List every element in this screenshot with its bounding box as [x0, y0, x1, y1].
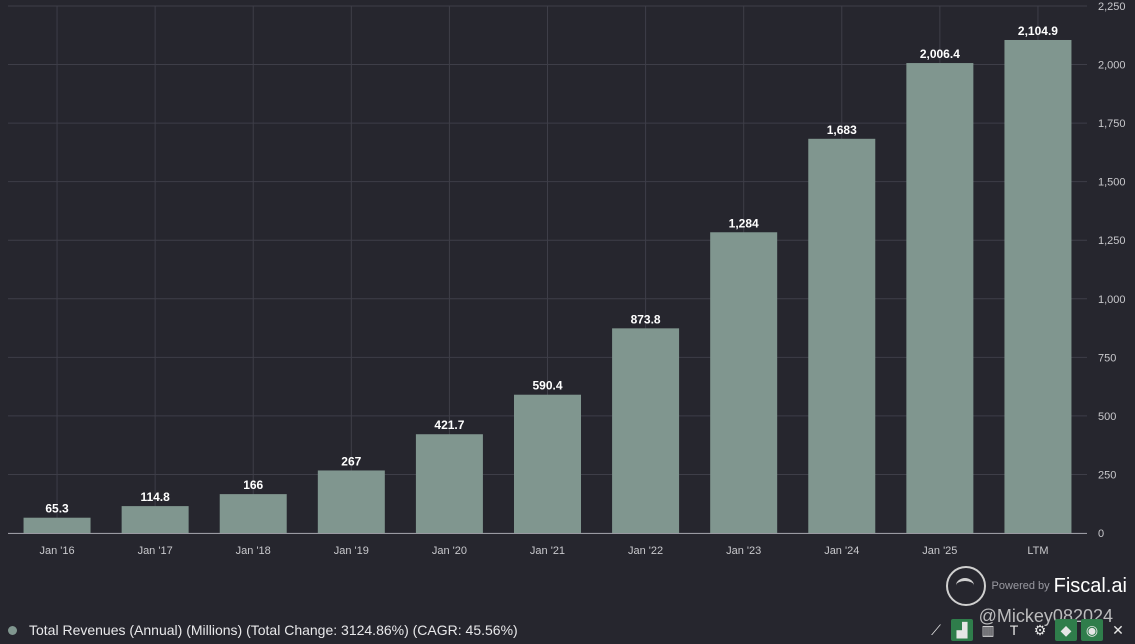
bar-value-label: 114.8: [140, 490, 170, 504]
y-tick-label: 2,000: [1098, 60, 1126, 72]
close-icon[interactable]: ✕: [1112, 621, 1124, 638]
bar-value-label: 2,104.9: [1018, 24, 1058, 38]
x-tick-label: Jan '20: [432, 545, 467, 557]
bar-value-label: 1,683: [827, 123, 857, 137]
bar-value-label: 267: [341, 454, 361, 468]
bar-10[interactable]: [1004, 39, 1072, 533]
y-tick-label: 0: [1098, 528, 1104, 540]
bar-chart-icon[interactable]: ▟: [951, 619, 973, 641]
x-tick-label: Jan '24: [824, 545, 859, 557]
brand-block: Powered by Fiscal.ai: [945, 566, 1127, 606]
text-icon[interactable]: T: [1009, 622, 1019, 638]
y-tick-label: 2,250: [1098, 1, 1126, 13]
bar-value-label: 590.4: [532, 379, 562, 393]
watermark-text: @Mickey082024: [978, 606, 1113, 626]
bar-0[interactable]: [23, 517, 91, 533]
x-tick-label: Jan '23: [726, 545, 761, 557]
bar-4[interactable]: [415, 434, 483, 533]
bar-2[interactable]: [219, 494, 287, 533]
bar-9[interactable]: [906, 63, 974, 534]
y-tick-label: 500: [1098, 411, 1116, 423]
bar-value-label: 873.8: [631, 312, 661, 326]
legend-text[interactable]: Total Revenues (Annual) (Millions) (Tota…: [29, 622, 518, 638]
x-tick-label: LTM: [1027, 545, 1048, 557]
bar-8[interactable]: [808, 138, 876, 533]
bar-7[interactable]: [710, 232, 778, 533]
bar-value-label: 421.7: [434, 418, 464, 432]
x-tick-label: Jan '19: [334, 545, 369, 557]
x-tick-label: Jan '18: [236, 545, 271, 557]
y-tick-label: 1,500: [1098, 177, 1126, 189]
y-tick-label: 1,000: [1098, 294, 1126, 306]
bar-value-label: 2,006.4: [920, 47, 960, 61]
y-tick-label: 1,750: [1098, 118, 1126, 130]
tag-icon[interactable]: ◆: [1055, 619, 1077, 641]
x-tick-label: Jan '25: [922, 545, 957, 557]
y-tick-label: 750: [1098, 352, 1116, 364]
brand-logo-icon: [945, 566, 986, 606]
y-tick-label: 1,250: [1098, 235, 1126, 247]
bar-3[interactable]: [317, 470, 385, 533]
x-tick-label: Jan '16: [39, 545, 74, 557]
legend-dot: [8, 625, 17, 635]
eye-icon[interactable]: ◉: [1081, 619, 1103, 641]
x-tick-label: Jan '22: [628, 545, 663, 557]
chart-toolbar: ⟋ ▟ ▥ T ⚙ ◆ ◉ ✕: [925, 619, 1129, 641]
bar-value-label: 1,284: [729, 216, 759, 230]
bar-grouped-icon[interactable]: ▥: [981, 621, 995, 638]
brand-name: Fiscal.ai: [1053, 574, 1127, 597]
line-chart-icon[interactable]: ⟋: [931, 621, 941, 638]
x-tick-label: Jan '21: [530, 545, 565, 557]
bar-6[interactable]: [612, 328, 680, 533]
y-tick-label: 250: [1098, 469, 1116, 481]
bar-1[interactable]: [121, 506, 189, 533]
bar-value-label: 65.3: [45, 502, 69, 516]
gear-icon[interactable]: ⚙: [1033, 621, 1047, 638]
powered-by-text: Powered by: [991, 580, 1050, 592]
revenue-bar-chart: 0 250 500 750 1,000 1,250 1,500 1,750 2,000 2,250…: [8, 1, 1126, 557]
bar-5[interactable]: [514, 394, 581, 533]
bar-value-label: 166: [243, 478, 263, 492]
chart-legend: Total Revenues (Annual) (Millions) (Tota…: [0, 616, 1135, 644]
x-tick-label: Jan '17: [138, 545, 173, 557]
